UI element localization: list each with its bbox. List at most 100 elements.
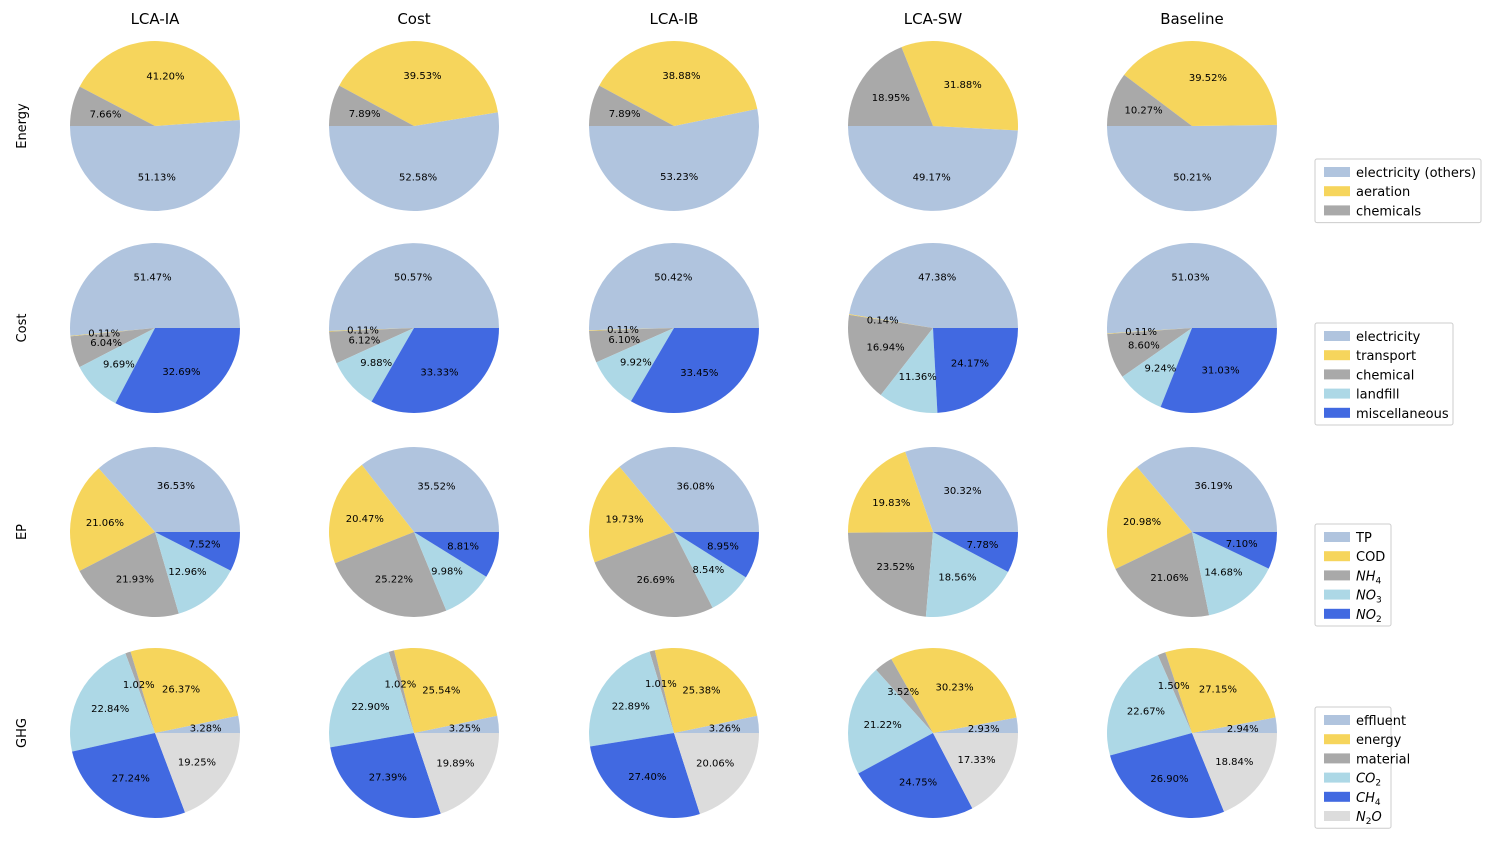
slice-label: 9.98% (431, 566, 463, 577)
slice-aeration (901, 41, 1018, 131)
slice-label: 21.93% (116, 574, 154, 585)
slice-label: 32.69% (162, 367, 200, 378)
slice-label: 3.52% (887, 687, 919, 698)
pie-cost-lca-ib (589, 242, 759, 414)
slice-chemicals (848, 47, 933, 126)
slice-label: 9.92% (620, 357, 652, 368)
slice-ch4 (1110, 733, 1225, 818)
slice-tp (619, 447, 759, 532)
slice-label: 51.03% (1171, 273, 1209, 284)
slice-ch4 (330, 733, 441, 819)
slice-label: 3.26% (709, 723, 741, 734)
slice-nh4 (848, 532, 933, 617)
slice-no3 (155, 532, 231, 614)
legend-swatch (1324, 551, 1350, 562)
legend-swatch (1324, 350, 1350, 361)
pie-ep-cost (329, 446, 499, 617)
slice-chemical (70, 328, 155, 368)
slice-electricity-others (589, 108, 759, 211)
slice-miscellaneous (371, 328, 499, 414)
slice-effluent (155, 715, 240, 733)
slice-label: 6.04% (90, 338, 122, 349)
slice-label: 6.10% (608, 335, 640, 346)
slice-n2o (933, 733, 1018, 809)
slice-label: 8.95% (707, 542, 739, 553)
slice-n2o (1192, 733, 1277, 812)
slice-label: 10.27% (1125, 105, 1163, 116)
pie-cost-baseline (1107, 242, 1277, 414)
slice-energy (1165, 648, 1276, 733)
slice-tp (361, 446, 499, 532)
slice-n2o (414, 733, 499, 814)
pie-ep-lca-ib (588, 447, 759, 618)
legend-label: chemicals (1356, 204, 1421, 219)
legend-swatch (1324, 186, 1350, 197)
slice-label: 50.57% (394, 273, 432, 284)
slice-label: 22.67% (1127, 707, 1165, 718)
legend-swatch (1324, 791, 1350, 802)
slice-landfill (79, 328, 155, 404)
slice-label: 0.11% (607, 325, 639, 336)
slice-label: 27.15% (1199, 685, 1237, 696)
slice-electricity-others (69, 119, 240, 212)
slice-cod (329, 464, 414, 564)
slice-tp (98, 447, 240, 532)
slice-miscellaneous (933, 328, 1019, 413)
legend-label: NO2 (1356, 608, 1382, 625)
slice-material (388, 650, 414, 733)
legend-label: CO2 (1356, 772, 1381, 789)
slice-label: 36.53% (157, 481, 195, 492)
slice-label: 22.84% (91, 704, 129, 715)
pie-energy-lca-ia (69, 41, 240, 212)
legend-label: aeration (1356, 185, 1410, 200)
slice-material (649, 650, 674, 733)
legend-label: material (1356, 752, 1410, 767)
slice-aeration (339, 40, 498, 126)
slice-no3 (925, 532, 1009, 617)
slice-no2 (1192, 532, 1277, 569)
slice-label: 0.14% (867, 315, 899, 326)
legend-swatch (1324, 331, 1350, 341)
legend-swatch (1324, 811, 1350, 821)
legend-label: transport (1356, 349, 1416, 364)
slice-label: 21.22% (864, 720, 902, 731)
slice-label: 20.06% (696, 759, 734, 770)
row-title-ghg: GHG (15, 718, 30, 748)
slice-label: 16.94% (867, 342, 905, 353)
slice-no3 (674, 532, 746, 608)
legend-swatch (1324, 532, 1350, 542)
slice-label: 1.01% (645, 679, 677, 690)
pie-cost-lca-sw (848, 242, 1019, 414)
slice-electricity (70, 243, 241, 336)
slice-electricity (589, 242, 759, 331)
slice-label: 0.11% (88, 328, 120, 339)
slice-energy (654, 647, 758, 733)
slice-label: 24.17% (951, 359, 989, 370)
column-title-lca-ib: LCA-IB (650, 10, 699, 28)
legend-swatch (1324, 753, 1350, 764)
legend-swatch (1324, 772, 1350, 783)
legend-label: N2O (1356, 810, 1382, 827)
slice-label: 9.88% (360, 358, 392, 369)
slice-label: 19.83% (872, 498, 910, 509)
slice-aeration (79, 41, 240, 126)
slice-energy (393, 647, 498, 733)
slice-landfill (1122, 328, 1192, 407)
slice-chemical (589, 328, 674, 363)
slice-label: 3.28% (190, 723, 222, 734)
slice-label: 52.58% (399, 172, 437, 183)
slice-label: 36.08% (677, 481, 715, 492)
slice-label: 3.25% (449, 723, 481, 734)
slice-label: 7.10% (1226, 539, 1258, 550)
legend-swatch (1324, 369, 1350, 380)
slice-n2o (155, 733, 240, 813)
slice-label: 8.81% (447, 541, 479, 552)
slice-cod (588, 466, 674, 563)
slice-chemicals (589, 85, 674, 126)
slice-transport (1107, 328, 1192, 335)
pie-ghg-cost (328, 647, 499, 819)
legend-label: effluent (1356, 714, 1406, 729)
slice-nh4 (594, 532, 713, 618)
slice-label: 1.02% (385, 679, 417, 690)
